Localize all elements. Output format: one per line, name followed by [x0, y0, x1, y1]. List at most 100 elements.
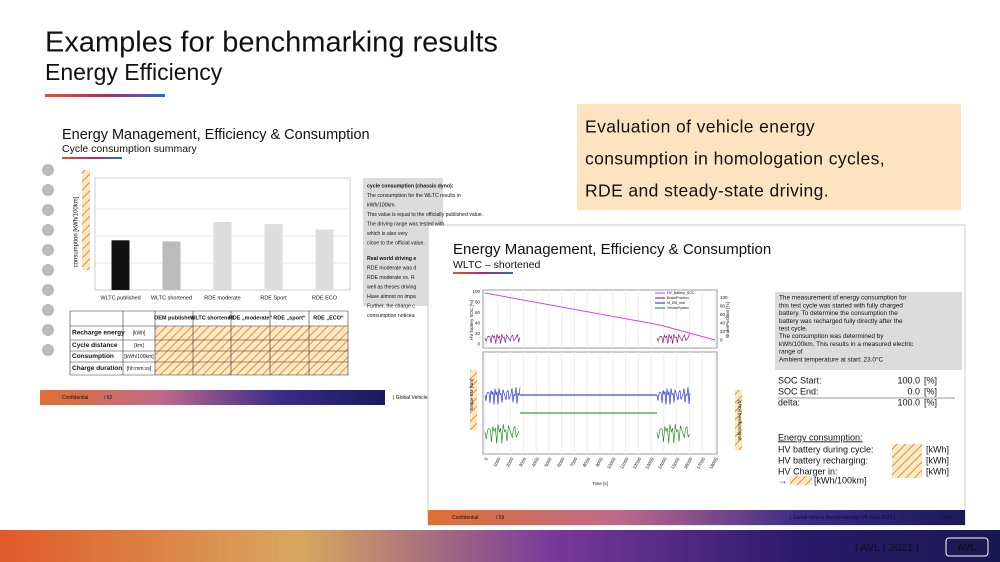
hatch	[790, 476, 812, 485]
row-label: Cycle distance	[72, 342, 118, 349]
note: This value is equal to the officially pu…	[367, 212, 483, 218]
subtitle-rule	[62, 157, 122, 159]
axis-label: Torque EM [Nm]	[469, 379, 474, 412]
soc-unit: [%]	[924, 397, 937, 407]
tick-label: 0	[720, 338, 723, 343]
row-unit: [kWh]	[133, 330, 146, 336]
icon-column	[42, 164, 54, 356]
subtitle: Energy Efficiency	[45, 59, 223, 85]
category-label: WLTC published	[100, 295, 140, 301]
tick-label: 60	[720, 312, 726, 317]
legend-label: VehicleSpeed	[667, 306, 688, 310]
note: The consumption for the WLTC results in	[367, 193, 461, 199]
note: test cycle.	[779, 325, 808, 332]
trace	[484, 333, 521, 344]
note: consumption noticea	[367, 313, 415, 319]
tick-label: 10000	[606, 456, 617, 470]
tick-label: 16000	[683, 456, 694, 470]
footer-text: | Global Vehicle Benchmarking | 24 June …	[790, 515, 895, 521]
trace	[484, 387, 521, 405]
arrow: →	[778, 475, 787, 485]
row-unit: [hh:mm:ss]	[127, 366, 152, 372]
tick-label: 15000	[670, 456, 681, 470]
tick-label: 12000	[632, 456, 643, 470]
trace	[656, 387, 691, 405]
tick-label: 1000	[492, 456, 502, 468]
table-header: RDE „sport“	[273, 315, 306, 321]
axis-label: BrakePosition [%]	[725, 302, 730, 338]
tick-label: 14000	[657, 456, 668, 470]
legend-label: HV_Battery_SOC	[667, 291, 695, 295]
hatch	[470, 370, 477, 430]
tick-label: 0	[477, 342, 480, 347]
tick-label: 0	[483, 456, 489, 461]
table-hatch	[155, 326, 348, 375]
slide2-rule	[453, 272, 513, 274]
note: The driving range was tested with	[367, 221, 444, 227]
energy-label: HV battery recharging:	[778, 455, 868, 465]
table-header: OEM published	[154, 315, 194, 321]
tick-label: 4000	[531, 456, 541, 468]
soc-value: 0.0	[907, 386, 920, 396]
bar	[213, 221, 232, 290]
hatch	[735, 390, 742, 450]
bar	[315, 229, 334, 290]
footer-text: / 62	[104, 395, 113, 401]
soc-label: SOC End:	[778, 386, 819, 396]
tick-label: 40	[720, 321, 726, 326]
footer-text: / 59	[496, 515, 505, 521]
note: kWh/100km.	[367, 202, 396, 208]
footer-text: Confidential	[452, 515, 478, 521]
hatch	[892, 444, 922, 478]
note: close to the official value.	[367, 240, 425, 246]
slide2-footer-band	[428, 510, 965, 525]
note: which is also very	[367, 231, 408, 237]
note: kWh/100km. This results in a measured el…	[779, 341, 914, 348]
callout-line: Evaluation of vehicle energy	[585, 117, 815, 137]
tick-label: 3000	[518, 456, 528, 468]
soc-unit: [%]	[924, 386, 937, 396]
soc-value: 100.0	[897, 397, 920, 407]
note: RDE moderate was d	[367, 265, 416, 271]
footer-text: | Global Vehicle	[393, 395, 428, 401]
callout-box	[577, 104, 961, 210]
energy-unit: [kWh]	[926, 466, 949, 476]
bar	[111, 240, 130, 290]
tick-label: 7000	[569, 456, 579, 468]
row-unit: [kWh/100km]	[124, 354, 154, 360]
trace	[484, 424, 520, 444]
row-label: Recharge energy	[72, 330, 125, 337]
trace	[656, 333, 690, 344]
tick-label: 13000	[644, 456, 655, 470]
notes2-box	[775, 292, 962, 370]
energy-title: Energy consumption:	[778, 432, 863, 442]
row-unit: [km]	[134, 343, 144, 349]
table-header: RDE „moderate“	[229, 315, 273, 321]
bar	[264, 224, 283, 290]
tick-label: 8000	[582, 456, 592, 468]
note: cycle consumption (chassis dyno):	[367, 183, 454, 189]
logo-frame	[945, 537, 989, 557]
soc-value: 100.0	[897, 375, 920, 385]
note: Further, the charge c	[367, 303, 415, 309]
slide1-footer-band	[40, 390, 385, 405]
note: range of	[779, 349, 803, 356]
title: Examples for benchmarking results	[45, 27, 498, 59]
tick-label: 20	[720, 329, 726, 334]
energy-label: HV Charger in:	[778, 466, 838, 476]
tick-label: 100	[720, 295, 728, 300]
tick-label: 80	[720, 304, 726, 309]
tick-label: 11000	[619, 456, 630, 469]
legend-label: BrakePosition	[667, 296, 689, 300]
note: Real world driving e	[367, 256, 416, 262]
category-label: RDE Sport	[260, 295, 287, 301]
tick-label: 17000	[696, 456, 707, 470]
bar	[162, 241, 181, 290]
note: battery. To determine the consumption th…	[779, 310, 898, 317]
axis-label: consumption [kWh/100km]	[74, 196, 80, 267]
axis-label: VehicleSpeed [km/h]	[737, 399, 742, 440]
legend-label: M_EM_rear	[667, 301, 686, 305]
tick-label: 5000	[543, 456, 553, 468]
